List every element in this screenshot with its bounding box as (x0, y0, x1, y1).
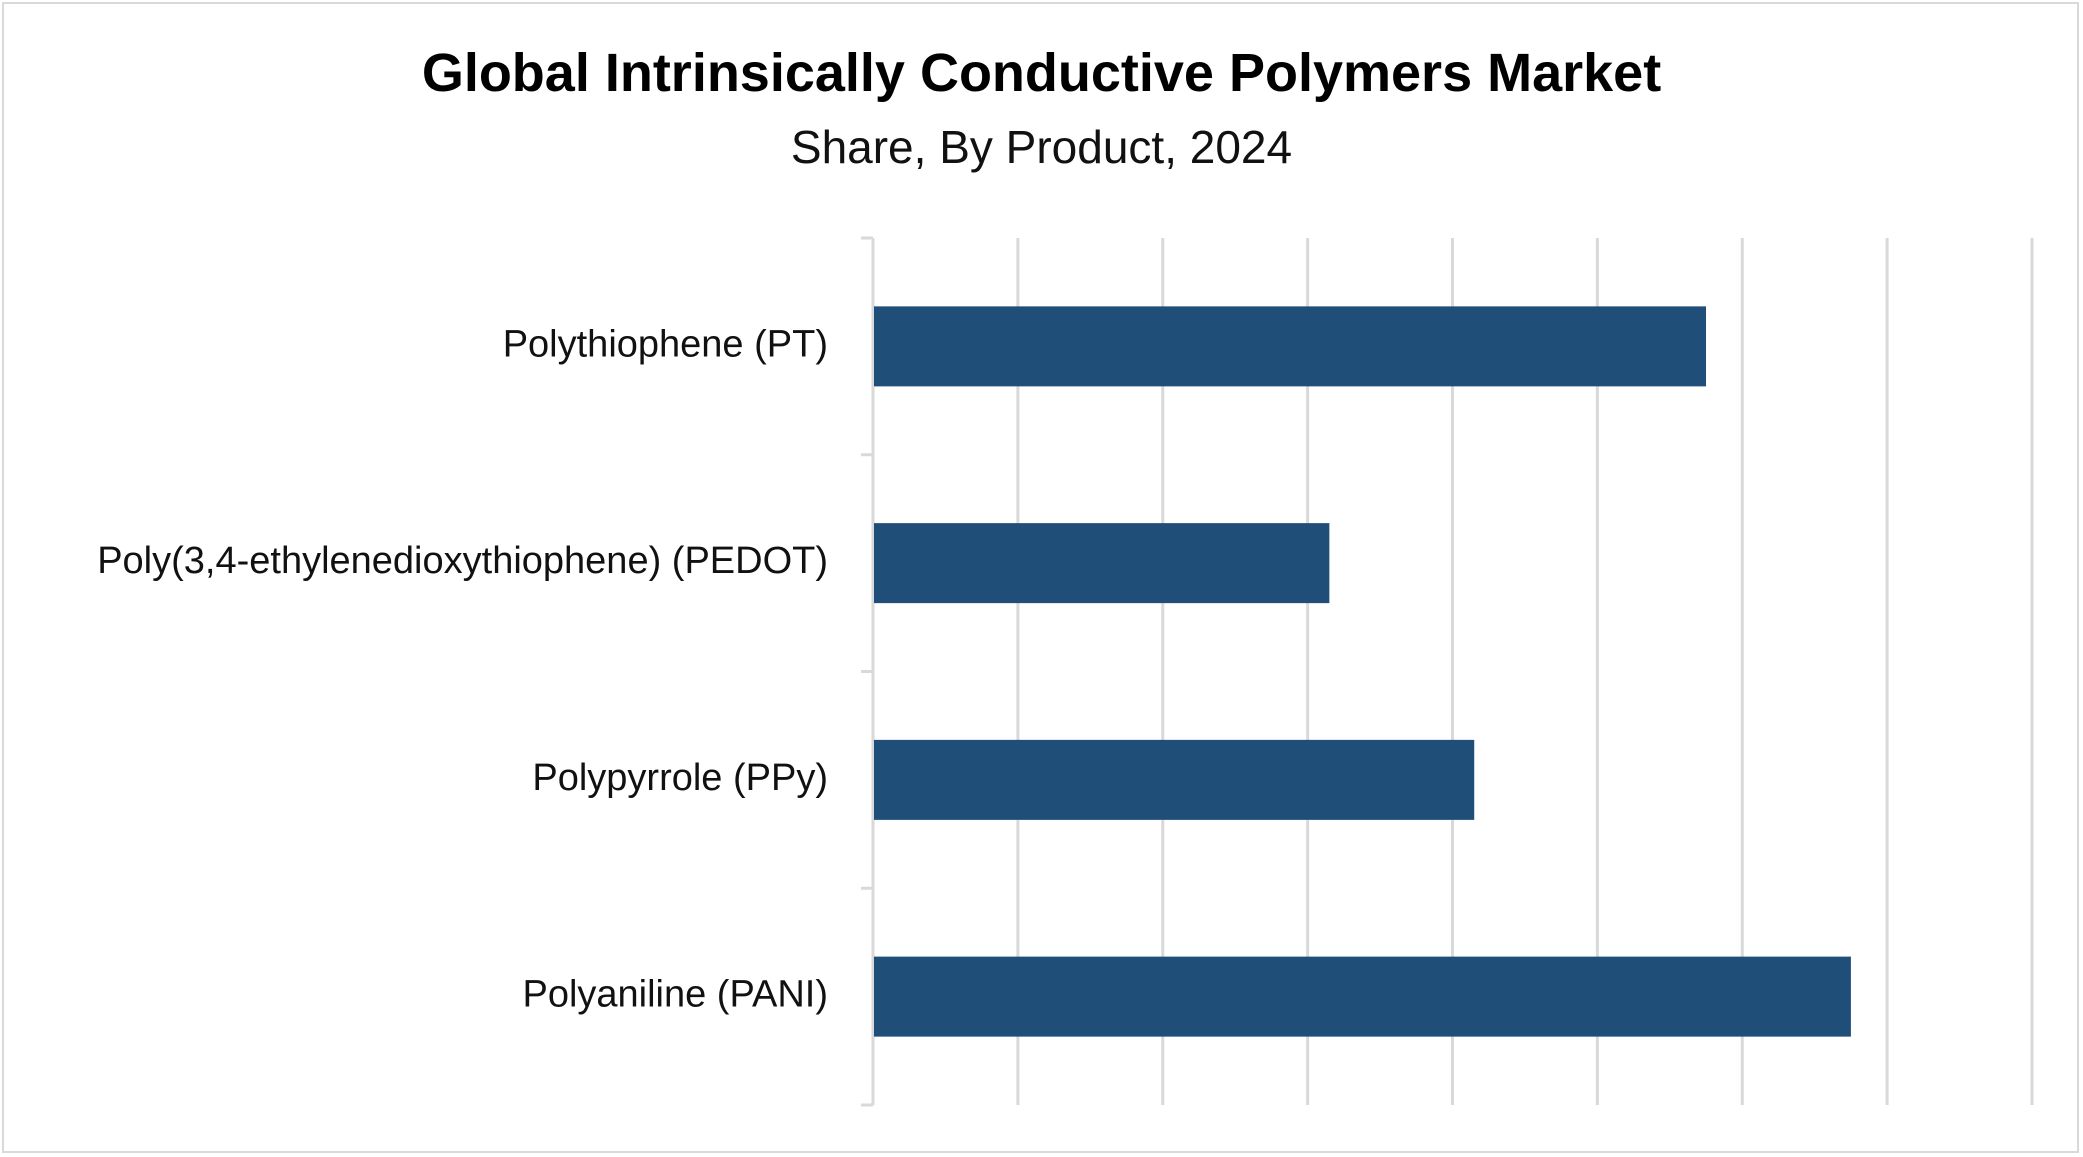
category-labels: Polythiophene (PT) Poly(3,4-ethylenedioxy… (97, 323, 828, 1015)
bars (874, 306, 1851, 1037)
chart-title: Global Intrinsically Conductive Polymers… (421, 43, 1662, 103)
category-label: Poly(3,4-ethylenedioxythiophene) (PEDOT) (97, 540, 828, 582)
bar (874, 739, 1475, 820)
bar (874, 523, 1330, 604)
bar (874, 956, 1851, 1037)
bar (874, 306, 1707, 387)
chart-subtitle: Share, By Product, 2024 (790, 121, 1293, 173)
category-label: Polyaniline (PANI) (522, 974, 828, 1016)
category-label: Polypyrrole (PPy) (532, 757, 828, 799)
category-axis (861, 236, 875, 1107)
category-label: Polythiophene (PT) (503, 323, 828, 365)
